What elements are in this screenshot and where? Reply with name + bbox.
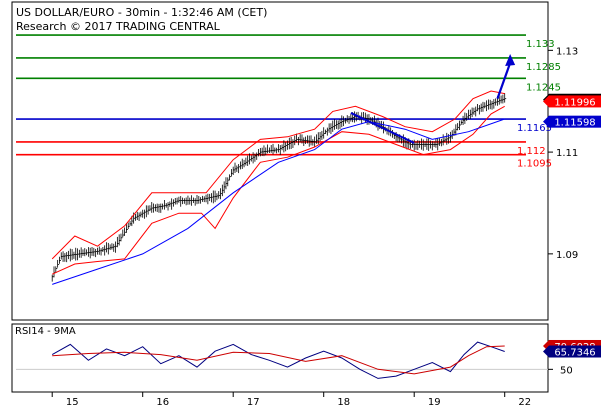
level-badge — [549, 115, 601, 128]
trendline — [350, 112, 415, 144]
rsi-ma-line — [52, 345, 505, 375]
x-tick-label: 17 — [247, 397, 260, 408]
rsi-badge-pointer — [543, 345, 549, 358]
forecast-arrow-head — [505, 53, 516, 66]
rsi-badge — [549, 345, 601, 358]
x-tick-label: 19 — [428, 397, 441, 408]
level-badge-pointer — [543, 115, 549, 128]
bollinger-upper — [51, 90, 505, 260]
bollinger-lower — [51, 105, 505, 275]
chart-subtitle: Research © 2017 TRADING CENTRAL — [16, 20, 221, 33]
horizontal-levels: 1.133 1.1285 1.1245 1.1165 1.112 1.1095 — [16, 34, 561, 170]
x-tick-label: 18 — [337, 397, 350, 408]
price-pane — [11, 1, 549, 321]
chart-title: US DOLLAR/EURO - 30min - 1:32:46 AM (CET… — [16, 6, 267, 19]
rsi-tick-label: 50 — [560, 365, 573, 376]
rsi-badge-label: 65.7346 — [554, 348, 595, 359]
level-label: 1.112 — [517, 146, 546, 157]
x-tick-label: 15 — [66, 397, 79, 408]
rsi-pane — [11, 323, 549, 393]
x-tick-label: 22 — [518, 397, 531, 408]
forecast-arrow-shaft — [496, 62, 512, 100]
date-axis: 15 16 17 18 19 22 — [51, 392, 531, 408]
level-label: 1.1245 — [526, 82, 561, 93]
price-series — [51, 53, 516, 285]
level-badge-pointer — [543, 95, 549, 108]
x-tick-label: 16 — [156, 397, 169, 408]
level-label: 1.133 — [526, 39, 555, 50]
level-badge-label: 1.11996 — [554, 97, 595, 108]
level-badge — [549, 95, 601, 108]
y-tick-label: 1.11 — [556, 148, 578, 159]
level-badge-label: 1.11598 — [554, 118, 595, 129]
moving-average — [52, 118, 505, 285]
level-label: 1.1165 — [517, 123, 552, 134]
level-label: 1.1285 — [526, 62, 561, 73]
level-label: 1.1095 — [517, 159, 552, 170]
y-tick-label: 1.09 — [556, 250, 578, 261]
rsi-title: RSI14 - 9MA — [15, 326, 76, 337]
y-tick-label: 1.13 — [556, 46, 578, 57]
rsi-series: 5070.602865.7346 — [16, 339, 601, 379]
